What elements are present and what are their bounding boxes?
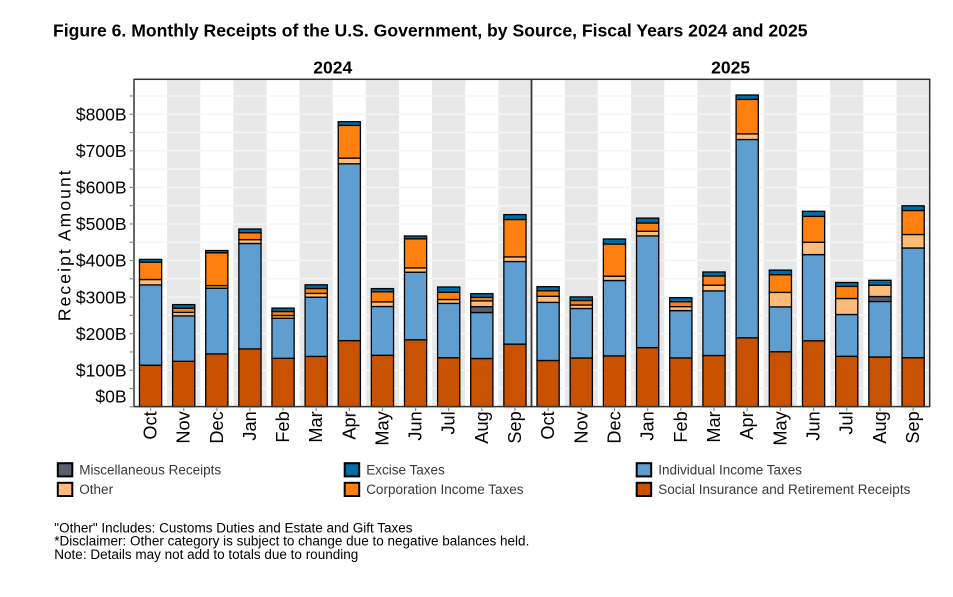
svg-text:Jun: Jun <box>406 411 426 440</box>
svg-text:Dec: Dec <box>604 411 624 443</box>
svg-text:Dec: Dec <box>207 411 227 443</box>
svg-text:Jan: Jan <box>638 411 658 440</box>
svg-text:Social Insurance and Retiremen: Social Insurance and Retirement Receipts <box>658 482 910 497</box>
svg-text:$100B: $100B <box>76 360 127 380</box>
svg-text:Oct: Oct <box>141 411 161 439</box>
svg-text:$200B: $200B <box>76 324 127 344</box>
svg-text:Corporation Income Taxes: Corporation Income Taxes <box>366 482 524 497</box>
svg-text:Jul: Jul <box>439 411 459 434</box>
svg-text:Apr: Apr <box>339 411 359 439</box>
svg-text:$400B: $400B <box>76 251 127 271</box>
svg-text:Excise Taxes: Excise Taxes <box>366 462 445 477</box>
svg-text:Jun: Jun <box>804 411 824 440</box>
svg-text:Jul: Jul <box>837 411 857 434</box>
svg-text:$700B: $700B <box>76 141 127 161</box>
svg-text:Individual Income Taxes: Individual Income Taxes <box>658 462 802 477</box>
svg-text:Sep: Sep <box>505 411 525 443</box>
svg-text:$500B: $500B <box>76 214 127 234</box>
svg-text:$0B: $0B <box>95 387 126 407</box>
svg-text:$800B: $800B <box>76 104 127 124</box>
svg-text:Oct: Oct <box>538 411 558 439</box>
svg-text:$300B: $300B <box>76 287 127 307</box>
svg-text:Nov: Nov <box>571 410 591 443</box>
svg-text:"Other" Includes: Customs Duti: "Other" Includes: Customs Duties and Est… <box>54 520 413 535</box>
svg-text:May: May <box>770 410 790 445</box>
svg-text:Feb: Feb <box>273 411 293 442</box>
svg-text:*Disclaimer: Other category is: *Disclaimer: Other category is subject t… <box>54 534 529 549</box>
svg-text:Feb: Feb <box>671 411 691 442</box>
svg-text:2024: 2024 <box>313 57 352 77</box>
svg-text:$600B: $600B <box>76 178 127 198</box>
svg-text:Mar: Mar <box>306 411 326 442</box>
svg-text:May: May <box>372 410 392 445</box>
svg-text:Aug: Aug <box>870 411 890 443</box>
svg-text:Aug: Aug <box>472 411 492 443</box>
svg-text:Nov: Nov <box>174 410 194 443</box>
svg-text:Miscellaneous Receipts: Miscellaneous Receipts <box>79 462 221 477</box>
svg-text:Figure 6. Monthly Receipts of: Figure 6. Monthly Receipts of the U.S. G… <box>53 21 808 41</box>
svg-text:Receipt Amount: Receipt Amount <box>55 168 75 321</box>
svg-text:Mar: Mar <box>704 411 724 442</box>
svg-text:Other: Other <box>79 482 113 497</box>
svg-text:Apr: Apr <box>737 411 757 439</box>
svg-text:Jan: Jan <box>240 411 260 440</box>
svg-text:Note: Details may not add to t: Note: Details may not add to totals due … <box>54 547 358 562</box>
svg-text:2025: 2025 <box>711 57 750 77</box>
svg-text:Sep: Sep <box>903 411 923 443</box>
